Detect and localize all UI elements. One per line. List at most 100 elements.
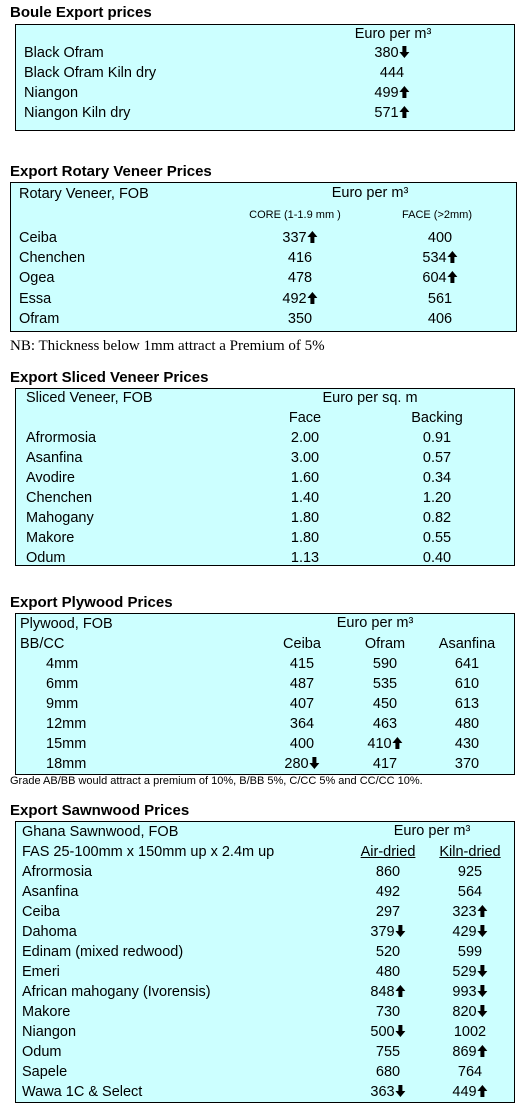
row-label: Niangon [24,85,79,101]
unit-header: Euro per m³ [336,615,414,631]
price-cell: 0.91 [422,430,452,446]
price-cell: 450 [372,696,398,712]
price-cell: 520 [375,944,401,960]
trend-arrow [477,925,488,937]
price-cell: 410 [367,736,403,752]
price-cell: 406 [427,310,453,327]
table-label: Sliced Veneer, FOB [26,390,153,406]
price-cell: 492 [282,290,318,307]
row-label: Ceiba [22,904,60,920]
row-label: Chenchen [26,490,93,506]
table-label: Rotary Veneer, FOB [19,186,149,202]
price: 337 [282,230,307,246]
price-cell: 1.80 [290,510,320,526]
row-label: Chenchen [19,250,86,267]
price-cell: 0.40 [422,550,452,566]
row-label: Dahoma [22,924,77,940]
price-cell: 848 [370,984,406,1000]
price-cell: 529 [452,964,488,980]
row-label: African mahogany (Ivorensis) [22,984,211,1000]
trend-arrow [395,925,406,937]
price-cell: 993 [452,984,488,1000]
price: 492 [282,290,307,307]
price-cell: 1.60 [290,470,320,486]
column-header: Air-dried [360,844,416,860]
trend-arrow [307,231,318,243]
row-label: 12mm [46,716,87,732]
price-cell: 0.82 [422,510,452,526]
price: 429 [452,924,477,940]
price-cell: 1.13 [290,550,320,566]
price-cell: 680 [375,1064,401,1080]
price-cell: 1002 [453,1024,487,1040]
price-cell: 400 [427,230,453,246]
unit-header: Euro per sq. m [322,390,418,406]
price-cell: 417 [372,756,398,772]
price-cell: 0.57 [422,450,452,466]
row-label: Avodire [26,470,75,486]
price: 604 [422,270,447,287]
price-cell: 534 [422,250,458,266]
price-cell: 2.00 [290,430,320,446]
table-label: Plywood, FOB [20,616,113,632]
price: 848 [370,984,395,1000]
table-box [10,182,517,332]
table-label: Ghana Sawnwood, FOB [22,824,179,840]
price-cell: 1.40 [290,490,320,506]
price-cell: 860 [375,864,401,880]
price-cell: 492 [375,884,401,900]
column-header: Face [288,410,322,426]
row-label: Edinam (mixed redwood) [22,944,184,960]
price-cell: 407 [289,696,315,712]
trend-arrow [447,271,458,284]
trend-arrow [477,985,488,997]
price-cell: 337 [282,230,318,246]
price-cell: 380 [374,45,410,61]
price-cell: 764 [457,1064,483,1080]
price-cell: 449 [452,1084,488,1100]
row-label: Emeri [22,964,60,980]
row-label: 9mm [46,696,79,712]
row-label: Makore [26,530,75,546]
section-title: Boule Export prices [10,4,152,21]
price-cell: 429 [452,924,488,940]
price-cell: 416 [287,250,313,267]
price-cell: 379 [370,924,406,940]
trend-arrow [447,251,458,264]
price-cell: 820 [452,1004,488,1020]
price-cell: 323 [452,904,488,920]
price: 323 [452,904,477,920]
trend-arrow [307,291,318,304]
section-title: Export Sliced Veneer Prices [10,369,209,386]
row-label: Essa [19,290,52,307]
row-label: Odum [26,550,66,566]
price-cell: 0.34 [422,470,452,486]
price-cell: 280 [284,756,320,772]
row-label: Afrormosia [26,430,97,446]
table-box [15,613,515,775]
price-cell: 363 [370,1084,406,1100]
price-cell: 730 [375,1004,401,1020]
price-cell: 364 [289,716,315,732]
price-cell: 463 [372,716,398,732]
price-cell: 487 [289,676,315,692]
price: 529 [452,964,477,980]
row-label: Ofram [19,310,60,327]
column-header: Backing [411,410,463,426]
price-cell: 535 [372,676,398,692]
price-cell: 1.80 [290,530,320,546]
row-label: Wawa 1C & Select [22,1084,143,1100]
note: Grade AB/BB would attract a premium of 1… [10,775,423,787]
price-cell: 430 [454,736,480,752]
row-label: Sapele [22,1064,68,1080]
row-label: Mahogany [26,510,94,526]
price-cell: 869 [452,1044,488,1060]
column-header: Ceiba [283,636,321,652]
price-cell: 480 [454,716,480,732]
row-label: 15mm [46,736,87,752]
price: 820 [452,1004,477,1020]
note: NB: Thickness below 1mm attract a Premiu… [10,338,325,354]
table-box [15,821,515,1103]
column-header: FACE (>2mm) [402,209,472,221]
